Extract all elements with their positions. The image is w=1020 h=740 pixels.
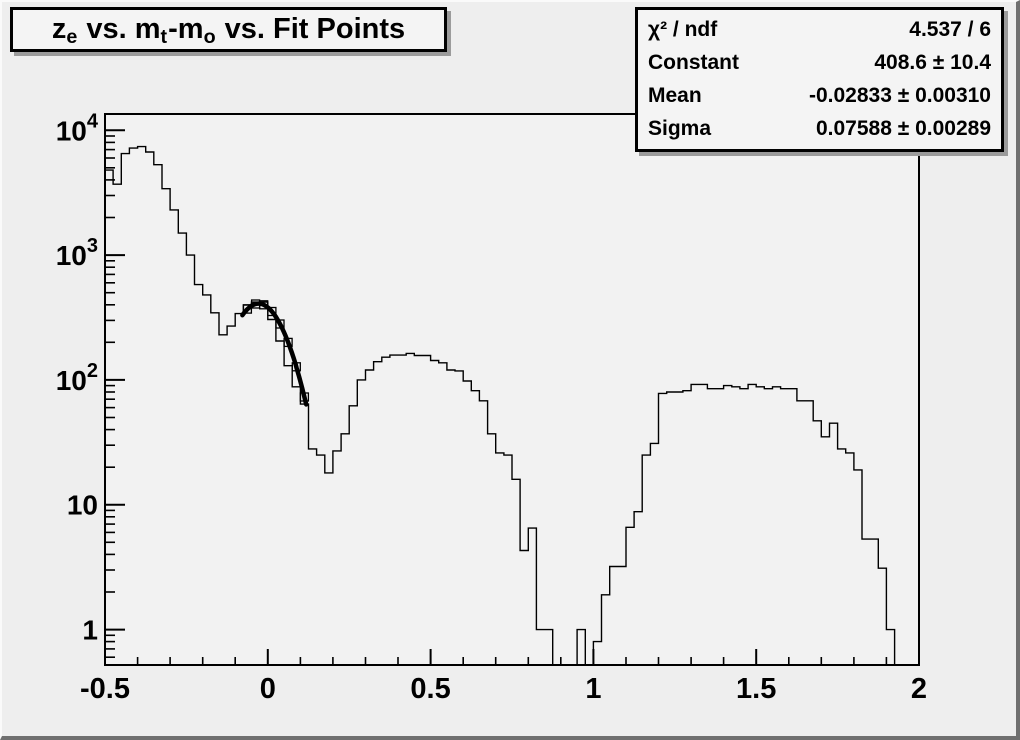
stat-label: χ² / ndf [648, 17, 718, 41]
title-subscript: o [203, 25, 216, 48]
x-tick-label: 1.5 [736, 673, 776, 705]
stat-row: Constant 408.6 ± 10.4 [648, 51, 991, 75]
title-subscript: t [160, 25, 168, 48]
histogram-line [105, 145, 919, 666]
x-tick-label: 0 [260, 673, 276, 705]
title-subscript: e [66, 25, 78, 48]
title-text: vs. m [78, 13, 161, 45]
stat-label: Mean [648, 84, 702, 108]
stat-value: 0.07588 ± 0.00289 [815, 117, 991, 141]
y-tick-label: 103 [56, 235, 98, 271]
stat-value: 4.537 / 6 [909, 17, 991, 41]
stat-row: Mean -0.02833 ± 0.00310 [648, 84, 991, 108]
title-text: z [51, 13, 67, 45]
fit-point-marker [267, 306, 277, 317]
fit-point-marker [283, 337, 293, 348]
stat-row: χ² / ndf 4.537 / 6 [648, 18, 991, 42]
y-tick-label: 1 [82, 615, 98, 646]
y-tick-label: 104 [56, 110, 99, 146]
x-tick-label: -0.5 [80, 673, 130, 705]
stat-value: -0.02833 ± 0.00310 [808, 84, 991, 108]
title-text: vs. Fit Points [216, 13, 406, 45]
title-box: ze vs. mt-mo vs. Fit Points [10, 7, 447, 52]
plot-title: ze vs. mt-mo vs. Fit Points [51, 13, 406, 48]
stat-row: Sigma 0.07588 ± 0.00289 [648, 117, 991, 141]
y-tick-label: 102 [56, 360, 98, 396]
fit-point-marker [242, 304, 253, 314]
plot-frame [104, 113, 920, 666]
fit-point-marker [275, 319, 285, 329]
stat-label: Sigma [648, 117, 712, 141]
x-tick-label: 0.5 [410, 673, 450, 705]
plot-frame-background [105, 114, 919, 665]
fit-point-marker [259, 300, 269, 310]
fit-point-marker [299, 392, 310, 402]
x-tick-label: 1 [585, 673, 601, 705]
stat-label: Constant [648, 50, 739, 74]
x-tick-label: 2 [911, 673, 927, 705]
stat-value: 408.6 ± 10.4 [874, 50, 991, 74]
stats-box: χ² / ndf 4.537 / 6 Constant 408.6 ± 10.4 Mea… [635, 7, 1004, 152]
y-tick-label: 10 [67, 490, 98, 521]
fit-curve [240, 301, 309, 407]
fit-point-marker [291, 362, 301, 372]
title-text: -m [168, 13, 204, 45]
